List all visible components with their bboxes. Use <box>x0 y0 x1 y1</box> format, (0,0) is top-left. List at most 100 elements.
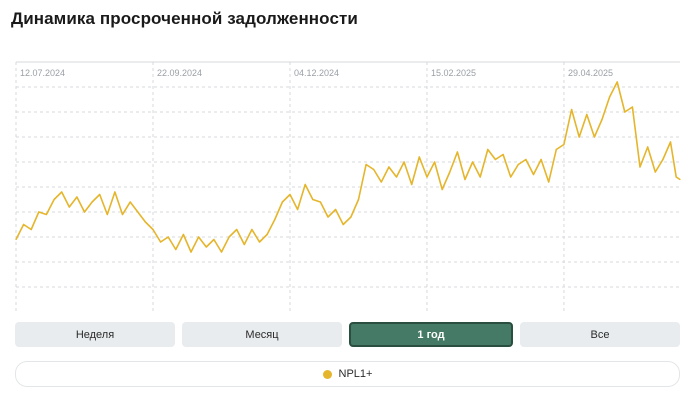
data-point <box>137 211 139 213</box>
data-point <box>76 196 78 198</box>
data-point <box>167 236 169 238</box>
data-point <box>502 153 504 156</box>
data-point <box>175 248 177 251</box>
data-point <box>434 161 436 163</box>
data-point <box>388 166 390 168</box>
data-point <box>160 241 162 243</box>
data-point <box>647 146 649 148</box>
data-point <box>487 148 489 151</box>
data-point <box>228 236 230 238</box>
data-point <box>53 198 55 201</box>
data-point <box>373 168 375 171</box>
data-point <box>426 176 428 178</box>
data-point <box>403 161 405 163</box>
data-point <box>609 96 611 98</box>
data-point <box>411 183 413 186</box>
data-point <box>380 181 382 183</box>
legend-marker-icon <box>322 369 332 379</box>
data-point <box>479 176 481 178</box>
data-point <box>213 238 215 241</box>
data-point <box>631 106 634 108</box>
data-point <box>357 198 360 201</box>
data-point <box>251 228 253 231</box>
data-point <box>449 171 451 173</box>
data-point <box>297 208 299 211</box>
data-point <box>319 201 321 203</box>
data-point <box>601 118 603 121</box>
data-point <box>571 108 573 111</box>
data-point <box>106 213 108 216</box>
data-point <box>30 228 32 231</box>
data-point <box>335 208 337 211</box>
x-tick-label: 15.02.2025 <box>431 68 476 78</box>
data-point <box>205 246 207 248</box>
data-point <box>639 166 641 168</box>
data-point <box>190 251 192 253</box>
range-button-year[interactable]: 1 год <box>349 322 513 347</box>
data-point <box>220 251 223 253</box>
data-point <box>654 171 656 173</box>
data-point <box>342 223 344 226</box>
chart-area[interactable]: 12.07.2024 22.09.2024 04.12.2024 15.02.2025… <box>0 0 700 320</box>
range-button-week[interactable]: Неделя <box>15 322 175 347</box>
data-point <box>38 211 40 213</box>
chart-legend[interactable]: NPL1+ <box>15 361 680 387</box>
data-point <box>555 148 557 151</box>
data-point <box>114 191 116 193</box>
data-point <box>121 213 124 216</box>
data-point <box>624 111 626 113</box>
legend-label: NPL1+ <box>338 368 373 380</box>
data-point <box>15 238 17 241</box>
data-point <box>289 193 291 196</box>
data-point <box>83 211 86 213</box>
data-point <box>312 198 314 201</box>
data-point <box>494 158 496 161</box>
x-tick-label: 29.04.2025 <box>568 68 613 78</box>
data-point <box>395 176 398 178</box>
data-point <box>563 143 565 146</box>
data-point <box>675 176 677 178</box>
data-point <box>68 206 70 208</box>
x-tick-label: 12.07.2024 <box>20 68 65 78</box>
data-point <box>304 183 306 186</box>
npl-line-chart[interactable]: 12.07.2024 22.09.2024 04.12.2024 15.02.2025… <box>0 0 700 320</box>
data-point <box>679 178 681 181</box>
data-point <box>236 228 238 231</box>
data-point <box>99 193 101 196</box>
data-point <box>578 136 580 138</box>
data-point <box>669 141 672 143</box>
data-point <box>327 216 329 218</box>
data-point <box>464 178 466 181</box>
series-line-npl1 <box>15 81 681 253</box>
data-point <box>198 236 200 238</box>
data-point <box>281 201 283 203</box>
data-point <box>517 163 519 166</box>
data-point <box>61 191 63 193</box>
x-tick-label: 04.12.2024 <box>294 68 339 78</box>
page-title: Динамика просроченной задолженности <box>11 9 358 28</box>
range-selector: Неделя Месяц 1 год Все <box>15 322 680 347</box>
data-point <box>45 213 48 216</box>
data-point <box>350 216 352 218</box>
data-point <box>593 136 596 138</box>
data-point <box>418 156 420 158</box>
data-point <box>525 158 527 161</box>
data-point <box>91 201 93 203</box>
data-point <box>616 81 618 83</box>
data-point <box>182 233 184 236</box>
data-point <box>472 161 474 163</box>
data-point <box>456 151 458 153</box>
x-tick-label: 22.09.2024 <box>157 68 202 78</box>
data-point <box>532 173 535 176</box>
data-point <box>152 228 154 231</box>
data-point <box>586 113 588 116</box>
data-point <box>129 201 131 203</box>
data-point <box>266 233 268 236</box>
data-point <box>144 221 146 223</box>
data-point <box>274 218 276 221</box>
range-button-month[interactable]: Месяц <box>182 322 342 347</box>
data-point <box>662 158 664 161</box>
data-point <box>243 243 245 246</box>
data-point <box>365 163 367 166</box>
range-button-all[interactable]: Все <box>520 322 680 347</box>
